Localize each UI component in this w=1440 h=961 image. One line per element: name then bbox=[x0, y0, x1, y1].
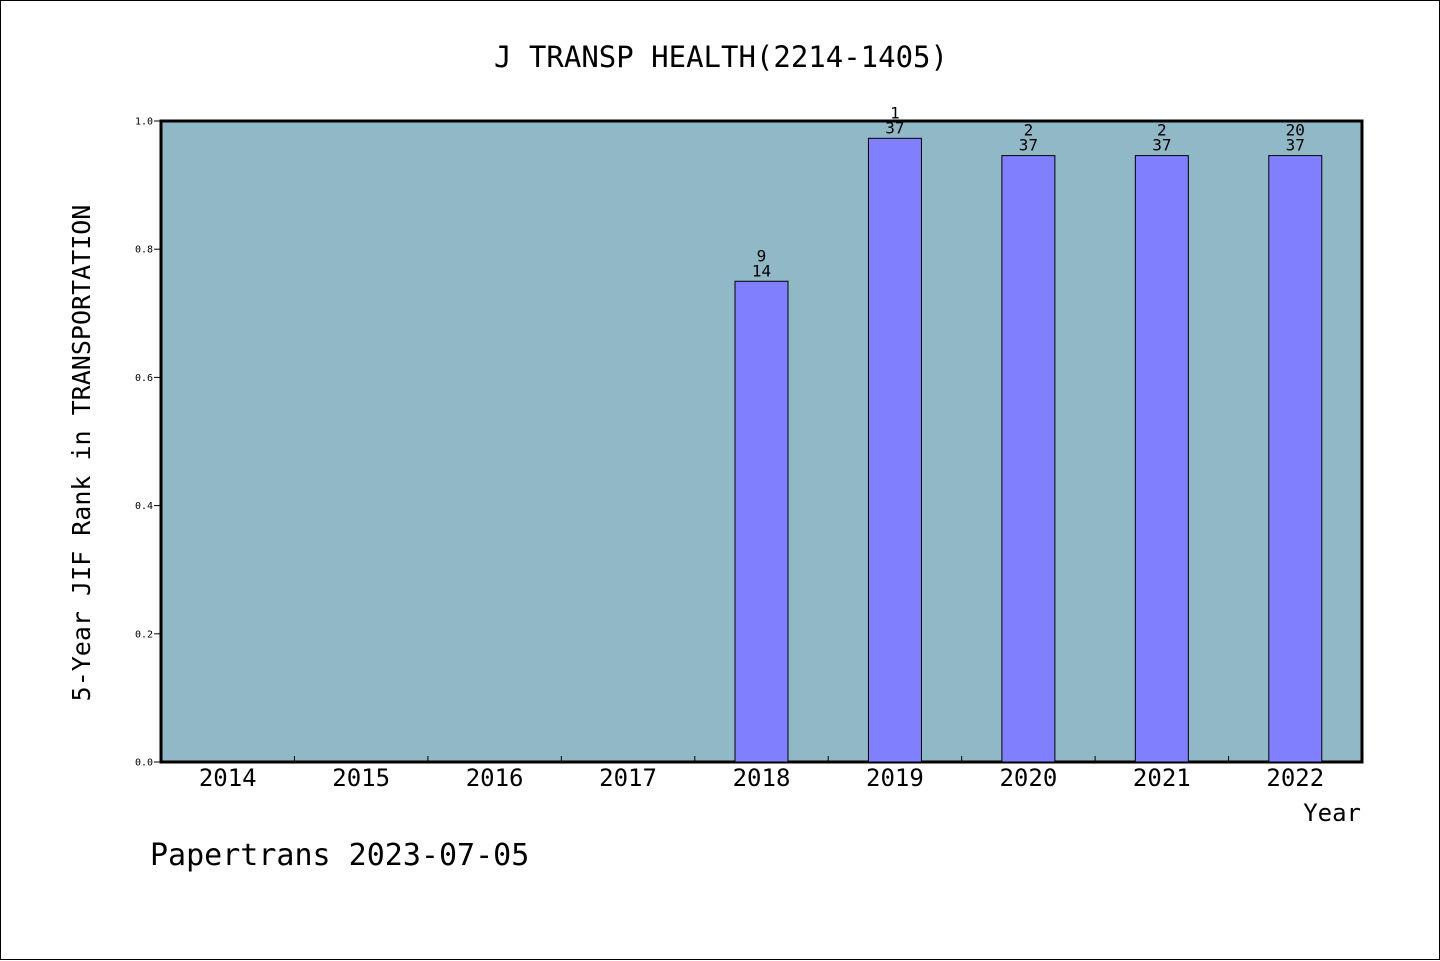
bar-rank-label-2020: 2 bbox=[1024, 121, 1034, 140]
x-tick-label-2020: 2020 bbox=[999, 764, 1057, 792]
x-tick-label-2018: 2018 bbox=[733, 764, 791, 792]
y-axis-ticks: 0.0 0.2 0.4 0.6 0.8 1.0 bbox=[135, 117, 161, 769]
bar-2020 bbox=[1001, 155, 1056, 763]
x-tick-label-2019: 2019 bbox=[866, 764, 924, 792]
bar-total-label-2022: 37 bbox=[1286, 136, 1305, 155]
x-axis-ticks: 2014 2015 2016 2017 2018 2019 2020 2021 2022 bbox=[199, 756, 1324, 792]
bar-rank-label-2021: 2 bbox=[1157, 121, 1167, 140]
bar-total-label-2020: 37 bbox=[1019, 136, 1038, 155]
bar-total-label-2021: 37 bbox=[1152, 136, 1171, 155]
bar-2018 bbox=[734, 280, 789, 763]
x-tick-label-2021: 2021 bbox=[1133, 764, 1191, 792]
x-tick-label-2014: 2014 bbox=[199, 764, 257, 792]
y-tick-label-1.0: 1.0 bbox=[135, 117, 153, 128]
x-tick-label-2016: 2016 bbox=[466, 764, 524, 792]
bar-2021 bbox=[1134, 155, 1189, 763]
x-axis-label: Year bbox=[1303, 799, 1361, 827]
bar-2019 bbox=[867, 137, 922, 763]
chart-title: J TRANSP HEALTH(2214-1405) bbox=[494, 40, 948, 74]
y-tick-label-0.2: 0.2 bbox=[135, 629, 153, 640]
y-tick-label-0.0: 0.0 bbox=[135, 758, 153, 769]
x-tick-label-2015: 2015 bbox=[332, 764, 390, 792]
y-tick-label-0.4: 0.4 bbox=[135, 501, 153, 512]
x-tick-label-2022: 2022 bbox=[1266, 764, 1324, 792]
y-tick-label-0.6: 0.6 bbox=[135, 373, 153, 384]
bar-rank-label-2022: 20 bbox=[1286, 121, 1305, 140]
x-tick-label-2017: 2017 bbox=[599, 764, 657, 792]
bar-total-label-2019: 37 bbox=[885, 118, 904, 137]
bar-2022 bbox=[1268, 155, 1323, 763]
bar-rank-label-2019: 1 bbox=[890, 103, 900, 122]
bar-total-label-2018: 14 bbox=[752, 261, 771, 280]
y-axis-label: 5-Year JIF Rank in TRANSPORTATION bbox=[67, 205, 96, 702]
bar-rank-label-2018: 9 bbox=[757, 246, 767, 265]
y-tick-label-0.8: 0.8 bbox=[135, 245, 153, 256]
footer-credit: Papertrans 2023-07-05 bbox=[150, 838, 529, 873]
